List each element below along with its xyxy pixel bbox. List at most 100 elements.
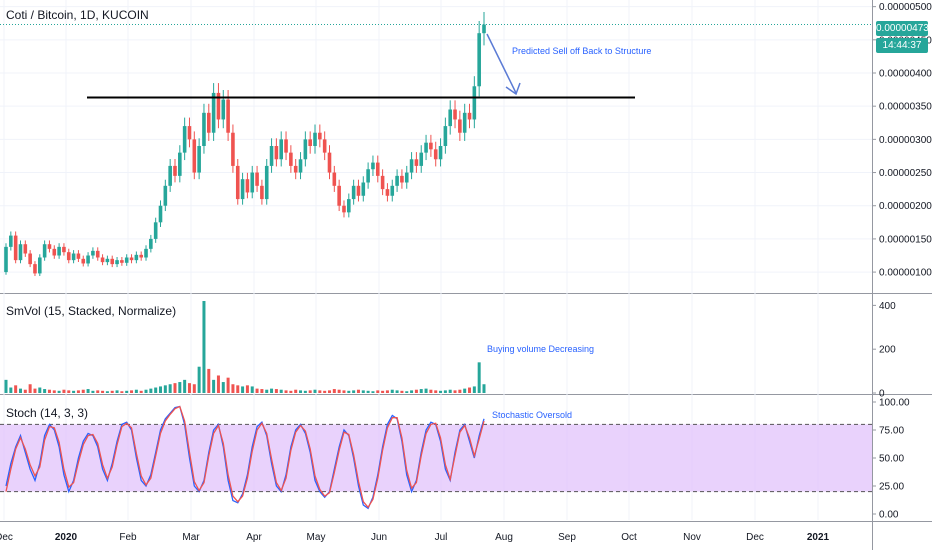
candle-body — [221, 99, 226, 120]
candle-body — [91, 250, 95, 256]
volume-bar — [149, 388, 153, 393]
volume-bar — [57, 390, 61, 393]
price-tick-label: 0.00000400 — [879, 69, 932, 80]
volume-bar — [187, 383, 191, 393]
candle-body — [462, 112, 467, 133]
volume-bar — [327, 390, 331, 393]
candle-body — [404, 172, 409, 183]
volume-bar — [4, 379, 8, 393]
volume-bar — [96, 390, 100, 393]
volume-bar — [371, 391, 375, 393]
volume-bar — [400, 390, 404, 393]
volume-bar — [212, 379, 216, 393]
stoch-tick-label: 25.00 — [879, 482, 904, 493]
volume-bar — [337, 389, 341, 393]
volume-bar — [250, 386, 254, 393]
countdown-tag: 14:44:37 — [876, 38, 928, 53]
volume-bar — [361, 390, 365, 393]
volume-bar — [463, 388, 467, 393]
volume-tick-label: 0 — [879, 389, 885, 400]
volume-bar — [14, 385, 18, 393]
candle-body — [178, 152, 182, 176]
candle-body — [260, 185, 264, 200]
candle-body — [206, 112, 211, 133]
volume-bar — [376, 390, 380, 393]
volume-bar — [323, 390, 327, 393]
stoch-d-line — [5, 405, 485, 509]
candle-body — [144, 248, 148, 258]
candle-body — [250, 172, 255, 193]
volume-bar — [38, 387, 42, 393]
volume-bar — [9, 387, 13, 393]
candle-body — [28, 253, 32, 265]
candle-body — [173, 165, 177, 176]
candle-body — [371, 162, 375, 170]
candle-body — [192, 139, 197, 173]
candle-body — [303, 139, 308, 160]
price-tick-label: 0.00000200 — [879, 201, 932, 212]
candle-body — [134, 254, 139, 261]
volume-bar — [443, 390, 447, 393]
candle-body — [235, 165, 240, 200]
volume-bar — [381, 390, 385, 393]
volume-tick-label: 400 — [879, 301, 896, 312]
volume-bar — [468, 387, 472, 393]
volume-bar — [120, 391, 124, 393]
candle-body — [37, 257, 42, 274]
candle-body — [308, 139, 312, 146]
volume-bar — [67, 390, 71, 393]
time-tick-label: Apr — [246, 532, 262, 543]
price-tick-label: 0.00000500 — [879, 2, 932, 13]
volume-bar — [313, 389, 317, 393]
candle-body — [86, 255, 90, 264]
candle-body — [380, 175, 385, 190]
volume-bar — [139, 390, 143, 393]
volume-bar — [472, 386, 476, 393]
volume-bar — [130, 390, 134, 393]
volume-bar — [62, 389, 66, 393]
candle-body — [264, 165, 269, 200]
candle-body — [81, 258, 86, 264]
volume-bar — [274, 389, 278, 393]
time-tick-label: Jul — [435, 532, 448, 543]
candle-body — [342, 205, 346, 213]
candle-body — [100, 257, 105, 263]
candle-body — [293, 165, 298, 173]
volume-bar — [299, 390, 303, 393]
price-tick-label: 0.00000100 — [879, 268, 932, 279]
candle-body — [149, 238, 153, 249]
volume-bar — [284, 390, 288, 393]
volume-bar — [342, 390, 346, 393]
volume-bar — [482, 384, 486, 393]
candle-body — [163, 185, 168, 206]
time-tick-label: 2020 — [55, 532, 78, 543]
stoch-pane-title: Stoch (14, 3, 3) — [6, 406, 89, 420]
candle-body — [124, 257, 129, 263]
candle-body — [129, 257, 134, 261]
volume-bar — [81, 389, 85, 393]
volume-bar — [221, 382, 225, 393]
candle-body — [472, 86, 477, 120]
volume-bar — [226, 377, 230, 393]
volume-bar — [101, 390, 105, 393]
time-tick-label: Dec — [746, 532, 764, 543]
candle-body — [279, 139, 284, 160]
candle-body — [395, 175, 399, 186]
candle-body — [33, 264, 37, 274]
volume-bar — [395, 390, 399, 393]
annotation-stoch: Stochastic Oversold — [492, 410, 573, 420]
sell-off-arrowhead — [505, 82, 521, 96]
candle-body — [274, 146, 279, 160]
candle-body — [182, 126, 187, 153]
volume-bar — [289, 390, 293, 393]
candle-body — [187, 126, 192, 140]
price-tick-label: 0.00000300 — [879, 135, 932, 146]
volume-bar — [110, 390, 114, 393]
volume-bar — [318, 390, 322, 393]
volume-bar — [178, 382, 182, 393]
volume-bar — [458, 389, 462, 393]
stoch-tick-label: 100.00 — [879, 398, 910, 409]
candle-body — [231, 132, 235, 166]
candle-body — [351, 185, 356, 200]
